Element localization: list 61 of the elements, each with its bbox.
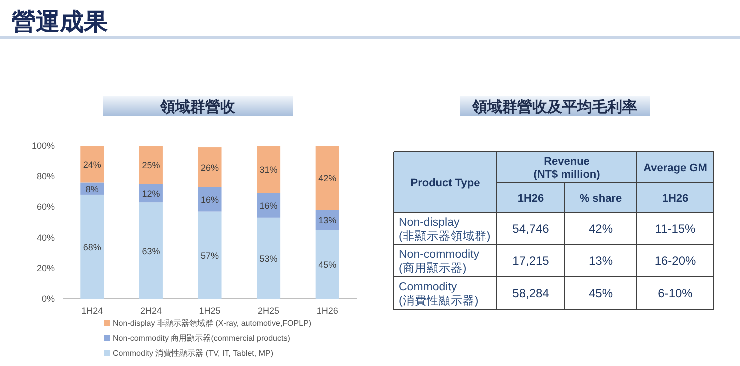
y-tick-label: 20% bbox=[36, 263, 55, 274]
y-tick-label: 0% bbox=[42, 294, 55, 304]
data-label: 42% bbox=[318, 174, 337, 184]
data-label: 57% bbox=[200, 250, 220, 261]
data-label: 54,746 bbox=[512, 222, 550, 236]
data-label: 53% bbox=[260, 254, 278, 264]
data-label: 45% bbox=[588, 286, 614, 300]
y-tick-label: 80% bbox=[36, 172, 55, 182]
bar bbox=[257, 218, 281, 299]
bar bbox=[198, 148, 222, 188]
bar bbox=[80, 146, 104, 183]
category-label: Non-commodity (商用顯示器) bbox=[399, 249, 480, 275]
data-label: 42% bbox=[588, 222, 614, 236]
data-label: 16% bbox=[200, 195, 220, 206]
data-label: 68% bbox=[83, 242, 102, 252]
data-label: 11-15% bbox=[655, 222, 696, 236]
data-label: 6-10% bbox=[658, 286, 694, 300]
data-label: 31% bbox=[260, 165, 278, 176]
y-tick-label: 100% bbox=[32, 141, 55, 151]
data-label: 24% bbox=[83, 160, 102, 170]
data-label: 13% bbox=[588, 254, 614, 268]
bar bbox=[139, 146, 163, 184]
legend-label: Non-commodity 商用顯示器(commercial products) bbox=[113, 334, 291, 343]
data-label: 63% bbox=[142, 246, 160, 256]
text: 領域群營收及平均毛利率 bbox=[472, 98, 638, 116]
data-label: 25% bbox=[142, 160, 160, 171]
data-label: 45% bbox=[318, 260, 337, 270]
text: % share bbox=[580, 193, 622, 205]
bar bbox=[139, 202, 163, 299]
data-label: 26% bbox=[200, 162, 220, 173]
x-tick-label: 1H26 bbox=[316, 306, 338, 316]
data-label: 16-20% bbox=[654, 254, 697, 268]
text: Product Type bbox=[410, 178, 480, 190]
data-label: 8% bbox=[86, 184, 99, 194]
text: 1H26 bbox=[518, 193, 544, 205]
bar bbox=[257, 146, 281, 194]
data-label: 17,215 bbox=[512, 254, 550, 268]
y-tick-label: 40% bbox=[36, 232, 55, 243]
legend-label: Commodity 消費性顯示器 (TV, IT, Tablet, MP) bbox=[113, 349, 274, 358]
x-tick-label: 1H24 bbox=[82, 306, 104, 316]
x-tick-label: 2H25 bbox=[258, 306, 280, 316]
data-label: 12% bbox=[142, 188, 160, 199]
x-tick-label: 2H24 bbox=[140, 306, 162, 316]
chart-title: 領域群營收 bbox=[160, 99, 236, 116]
bar bbox=[80, 194, 104, 299]
x-tick-label: 1H25 bbox=[199, 306, 221, 316]
bar bbox=[316, 230, 340, 299]
bar bbox=[198, 212, 222, 299]
text: Average GM bbox=[644, 162, 708, 174]
data-label: 58,284 bbox=[512, 286, 550, 300]
text: 營運成果 bbox=[12, 9, 108, 36]
data-label: 13% bbox=[318, 216, 337, 226]
category-label: Non-display (非顯示器領域群) bbox=[399, 217, 491, 243]
bar bbox=[198, 187, 222, 212]
y-tick-label: 60% bbox=[36, 202, 55, 212]
text: Revenue (NT$ million) bbox=[534, 156, 601, 181]
bar bbox=[316, 146, 340, 210]
category-label: Commodity (消費性顯示器) bbox=[399, 282, 479, 308]
legend-label: Non-display 非顯示器領域群 (X-ray, automotive,FOPLP) bbox=[113, 319, 312, 328]
data-label: 16% bbox=[260, 201, 278, 212]
text: 1H26 bbox=[662, 193, 689, 205]
